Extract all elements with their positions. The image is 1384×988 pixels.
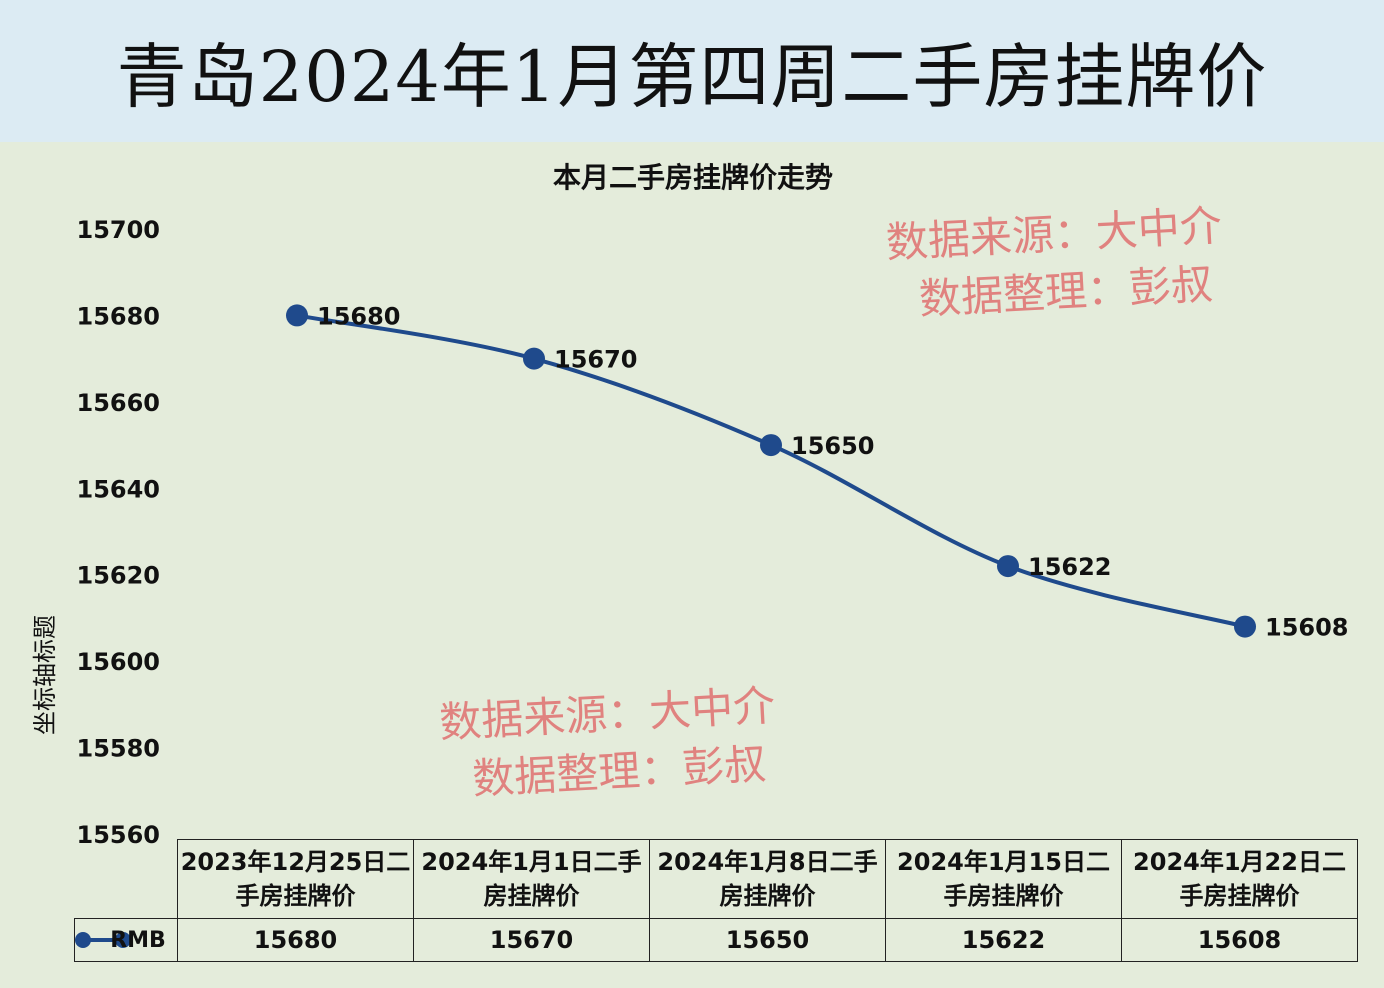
data-point bbox=[997, 555, 1019, 578]
data-labels: 15680 15670 15650 15622 15608 bbox=[317, 302, 1349, 641]
y-tick-label: 15700 bbox=[77, 216, 161, 244]
data-label: 15608 bbox=[1265, 614, 1349, 642]
watermark-line: 数据来源：大中介 bbox=[438, 681, 776, 748]
y-tick-label: 15680 bbox=[77, 302, 161, 330]
data-label: 15622 bbox=[1028, 553, 1112, 581]
y-tick-label: 15580 bbox=[77, 735, 161, 763]
table-category-cell: 2024年1月1日二手 房挂牌价 bbox=[413, 839, 650, 919]
data-point bbox=[523, 347, 545, 370]
data-label: 15670 bbox=[554, 346, 638, 374]
y-tick-label: 15560 bbox=[77, 821, 161, 849]
data-label: 15650 bbox=[791, 432, 875, 460]
legend-cell: RMB bbox=[74, 918, 178, 962]
table-value-cell: 15650 bbox=[649, 918, 886, 962]
table-value-cell: 15680 bbox=[177, 918, 414, 962]
series-points bbox=[286, 304, 1256, 638]
title-banner: 青岛2024年1月第四周二手房挂牌价 bbox=[0, 0, 1384, 142]
data-point bbox=[760, 434, 782, 457]
y-axis-label: 坐标轴标题 bbox=[31, 615, 59, 735]
table-corner bbox=[75, 840, 178, 919]
y-axis-ticks: 15560 15580 15600 15620 15640 15660 15680 15700 bbox=[77, 216, 161, 849]
y-tick-label: 15660 bbox=[77, 389, 161, 417]
watermark-line: 数据整理：彭叔 bbox=[918, 259, 1214, 323]
chart-area: 本月二手房挂牌价走势 坐标轴标题 15560 15580 15600 15620 156… bbox=[0, 142, 1384, 988]
data-label: 15680 bbox=[317, 302, 401, 330]
data-point bbox=[1234, 615, 1256, 638]
data-table-value-row: RMB 15680 15670 15650 15622 15608 bbox=[74, 918, 1358, 962]
watermark-lower: 数据来源：大中介 数据整理：彭叔 bbox=[438, 681, 776, 804]
table-value-cell: 15608 bbox=[1121, 918, 1358, 962]
legend-series-name: RMB bbox=[110, 927, 166, 953]
line-chart: 本月二手房挂牌价走势 坐标轴标题 15560 15580 15600 15620 156… bbox=[31, 161, 1349, 849]
data-point bbox=[286, 304, 308, 327]
y-tick-label: 15620 bbox=[77, 562, 161, 590]
watermark-line: 数据整理：彭叔 bbox=[471, 739, 767, 803]
table-value-cell: 15670 bbox=[413, 918, 650, 962]
chart-title: 本月二手房挂牌价走势 bbox=[553, 161, 833, 194]
page-title: 青岛2024年1月第四周二手房挂牌价 bbox=[116, 35, 1268, 118]
y-tick-label: 15640 bbox=[77, 475, 161, 503]
watermark-line: 数据来源：大中介 bbox=[885, 201, 1223, 268]
data-table-header-row: 2023年12月25日二 手房挂牌价 2024年1月1日二手 房挂牌价 2024年1… bbox=[75, 839, 1358, 919]
legend-marker-icon bbox=[75, 932, 131, 948]
table-value-cell: 15622 bbox=[885, 918, 1122, 962]
watermark-upper: 数据来源：大中介 数据整理：彭叔 bbox=[885, 201, 1223, 324]
table-category-cell: 2024年1月8日二手 房挂牌价 bbox=[649, 839, 886, 919]
data-table: 2023年12月25日二 手房挂牌价 2024年1月1日二手 房挂牌价 2024年1… bbox=[74, 839, 1358, 962]
table-category-cell: 2024年1月15日二 手房挂牌价 bbox=[885, 839, 1122, 919]
table-category-cell: 2023年12月25日二 手房挂牌价 bbox=[177, 839, 414, 919]
y-tick-label: 15600 bbox=[77, 648, 161, 676]
table-category-cell: 2024年1月22日二 手房挂牌价 bbox=[1121, 839, 1358, 919]
